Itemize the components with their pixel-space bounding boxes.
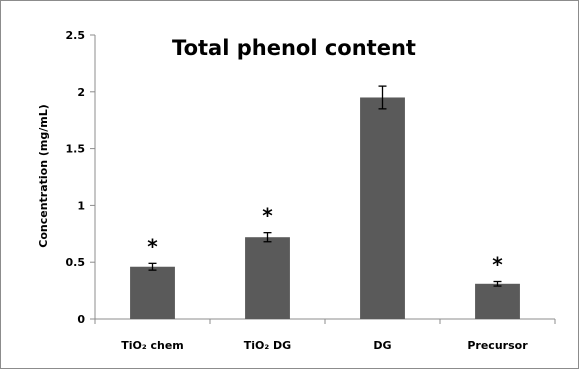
x-category-label: DG [373,339,391,352]
y-tick-label: 1 [77,199,85,212]
x-category-label: TiO₂ DG [244,339,291,352]
y-tick-label: 2 [77,86,85,99]
y-axis-title: Concentration (mg/mL) [37,104,50,248]
significance-marker: * [492,253,503,277]
y-tick-label: 0 [77,313,85,326]
significance-marker: * [147,234,158,258]
significance-marker: * [262,204,273,228]
bar [360,97,405,319]
y-tick-label: 2.5 [66,29,86,42]
bars [130,85,520,319]
bar [245,237,290,319]
chart-title: Total phenol content [172,36,416,60]
x-category-label: TiO₂ chem [121,339,184,352]
labels: * TiO₂ chem * TiO₂ DG DG * Precursor [121,204,528,352]
bar [130,266,175,319]
bar [475,283,520,319]
y-tick-label: 0.5 [66,256,86,269]
x-category-label: Precursor [467,339,528,352]
y-tick-label: 1.5 [66,143,86,156]
